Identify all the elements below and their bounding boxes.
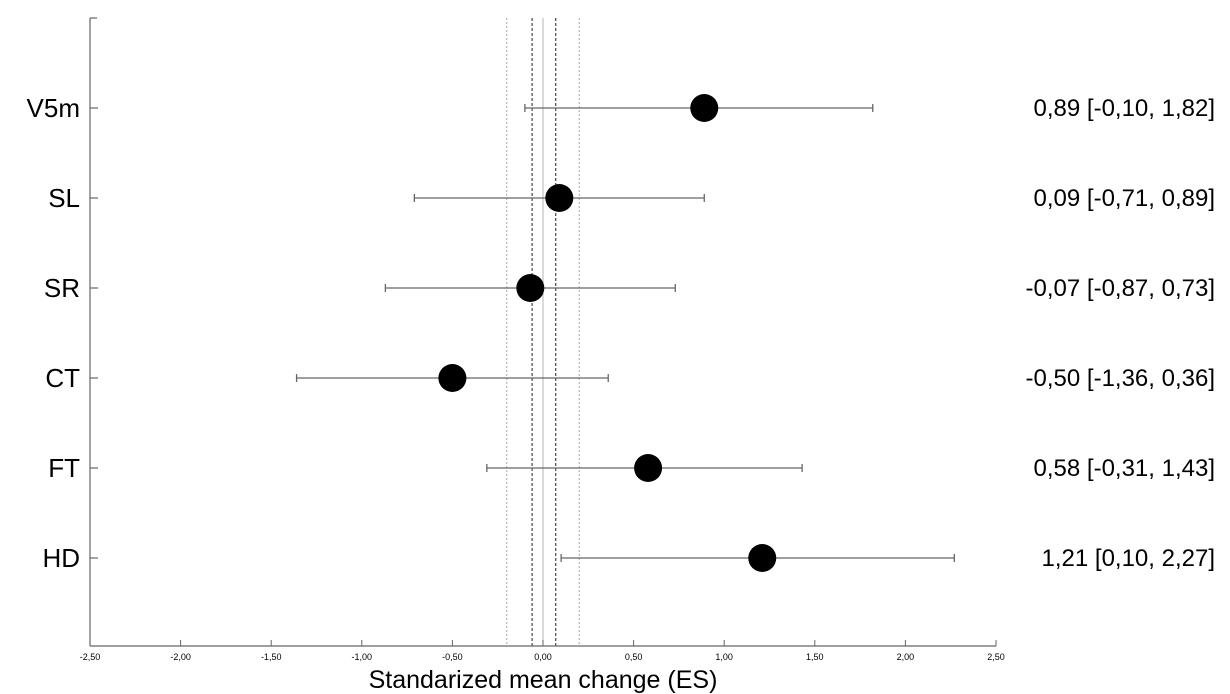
estimate-row: CT -0,50 [-1,36, 0,36] [45,363,1215,393]
x-tick-label: 0,50 [625,652,643,662]
estimate-text: 0,89 [-0,10, 1,82] [1034,95,1215,122]
estimate-text: -0,07 [-0,87, 0,73] [1026,275,1215,302]
estimate-rows: V5m 0,89 [-0,10, 1,82] SL 0,09 [-0,71, 0,89… [27,93,1215,573]
row-label: V5m [27,93,80,123]
x-tick-label: 1,00 [715,652,733,662]
x-tick-label: 1,50 [806,652,824,662]
row-label: CT [45,363,80,393]
estimate-row: V5m 0,89 [-0,10, 1,82] [27,93,1215,123]
point-estimate [690,94,719,122]
estimate-text: 1,21 [0,10, 2,27] [1042,545,1215,572]
x-tick-label: -2,00 [170,652,191,662]
estimate-row: SR -0,07 [-0,87, 0,73] [44,273,1215,303]
point-estimate [748,544,777,572]
x-tick-label: 2,50 [987,652,1005,662]
point-estimate [545,184,574,212]
point-estimate [516,274,545,302]
x-tick-label: -0,50 [442,652,463,662]
x-tick-label: -1,50 [261,652,282,662]
estimate-text: -0,50 [-1,36, 0,36] [1026,365,1215,392]
x-tick-label: -2,50 [80,652,101,662]
point-estimate [438,364,467,392]
point-estimate [634,454,663,482]
x-tick-label: 0,00 [534,652,552,662]
row-label: SR [44,273,80,303]
estimate-text: 0,58 [-0,31, 1,43] [1034,455,1215,482]
reference-lines [506,18,580,646]
row-label: SL [48,183,80,213]
estimate-text: 0,09 [-0,71, 0,89] [1034,185,1215,212]
row-label: HD [42,543,80,573]
x-axis-title: Standarized mean change (ES) [369,666,718,694]
x-tick-label: -1,00 [352,652,373,662]
estimate-row: SL 0,09 [-0,71, 0,89] [48,183,1215,213]
row-label: FT [48,453,80,483]
estimate-row: FT 0,58 [-0,31, 1,43] [48,453,1215,483]
x-tick-label: 2,00 [897,652,915,662]
estimate-row: HD 1,21 [0,10, 2,27] [42,543,1215,573]
x-ticks: -2,50 -2,00 -1,50 -1,00 -0,50 0,00 0,50 1,00 1,5… [80,640,1005,662]
